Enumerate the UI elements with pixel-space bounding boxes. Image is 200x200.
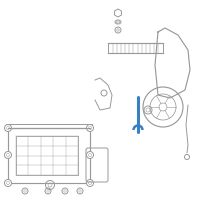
- Bar: [16, 136, 78, 175]
- Circle shape: [4, 180, 12, 186]
- Circle shape: [4, 124, 12, 132]
- Circle shape: [77, 188, 83, 194]
- Circle shape: [62, 188, 68, 194]
- Circle shape: [86, 124, 94, 132]
- Circle shape: [22, 188, 28, 194]
- Circle shape: [86, 152, 94, 158]
- Bar: [8, 128, 90, 183]
- Circle shape: [45, 188, 51, 194]
- Circle shape: [4, 152, 12, 158]
- Circle shape: [86, 180, 94, 186]
